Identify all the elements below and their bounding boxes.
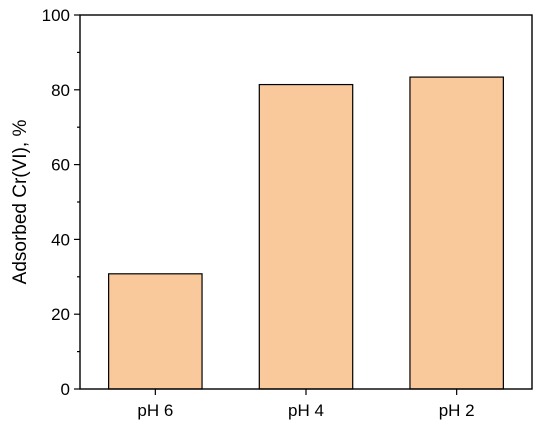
y-tick-label: 40 (51, 230, 70, 249)
y-tick-label: 0 (61, 380, 70, 399)
y-tick-label: 100 (42, 6, 70, 25)
y-tick-label: 20 (51, 305, 70, 324)
bar-ph-2 (409, 76, 504, 390)
bar-ph-4 (258, 83, 354, 390)
plot-frame (79, 14, 533, 390)
y-tick-label: 80 (51, 81, 70, 100)
bars-group (108, 76, 504, 390)
x-tick-label: pH 2 (439, 401, 475, 420)
x-tick-label: pH 4 (288, 401, 324, 420)
y-axis-ticks: 0 20 40 60 80 100 (42, 6, 80, 399)
bar-ph-6 (108, 273, 203, 390)
x-axis-ticks: pH 6 pH 4 pH 2 (137, 389, 475, 420)
x-tick-label: pH 6 (137, 401, 173, 420)
y-axis-title: Adsorbed Cr(VI), % (10, 120, 31, 285)
y-tick-label: 60 (51, 156, 70, 175)
